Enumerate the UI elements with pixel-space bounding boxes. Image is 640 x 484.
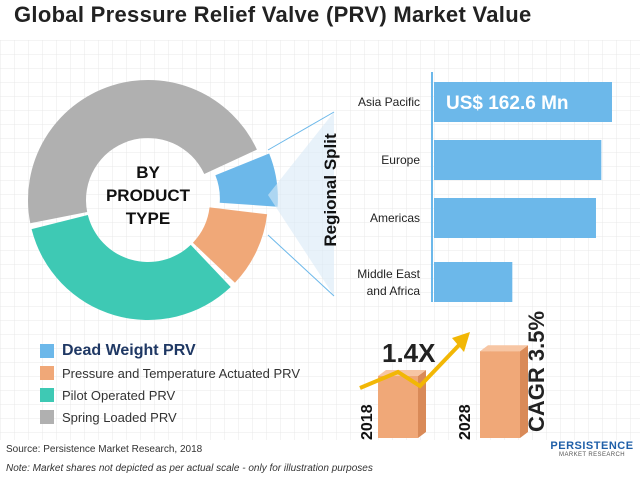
donut-center-line2: PRODUCT: [106, 186, 191, 205]
regional-category-label: Americas: [370, 211, 420, 225]
legend-label: Pressure and Temperature Actuated PRV: [62, 365, 300, 381]
regional-bar: [434, 140, 602, 180]
growth-multiplier: 1.4X: [382, 338, 436, 368]
legend-item: Dead Weight PRV: [40, 340, 300, 362]
regional-data-label: US$ 162.6 Mn: [446, 93, 569, 114]
growth-bar: [480, 351, 520, 438]
regional-category-label: and Africa: [367, 284, 421, 298]
legend-swatch: [40, 344, 54, 358]
legend-label: Pilot Operated PRV: [62, 387, 176, 403]
growth-bar: [378, 376, 418, 438]
donut-slice: [31, 215, 231, 320]
growth-section: [359, 332, 528, 438]
note-text: Note: Market shares not depicted as per …: [6, 463, 373, 474]
legend-item: Pilot Operated PRV: [40, 384, 300, 406]
donut-slice: [215, 153, 278, 207]
growth-year-start: 2018: [359, 404, 376, 440]
connector-line-top: [267, 111, 335, 151]
growth-bar-top: [480, 345, 528, 352]
donut-slice: [192, 207, 268, 283]
legend-swatch: [40, 410, 54, 424]
regional-bars: Asia Pacific US$ 162.6 Mn Europe Americas Mi…: [357, 82, 612, 302]
growth-bar-side: [520, 345, 528, 438]
arrow-head-icon: [452, 332, 470, 352]
legend: Dead Weight PRV Pressure and Temperature…: [40, 340, 300, 428]
growth-year-end: 2028: [457, 404, 474, 440]
logo-line1: PERSISTENCE: [550, 440, 634, 452]
donut-center-line1: BY: [136, 163, 160, 182]
legend-swatch: [40, 388, 54, 402]
regional-category-label: Asia Pacific: [358, 95, 420, 109]
regional-category-label: Middle East: [357, 267, 420, 281]
connector-wedge: [268, 112, 334, 296]
regional-bar: [434, 82, 612, 122]
chart-title: Global Pressure Relief Valve (PRV) Marke…: [14, 2, 532, 27]
regional-split-label: Regional Split: [321, 133, 340, 247]
regional-bar: [434, 262, 513, 302]
company-logo: PERSISTENCE MARKET RESEARCH: [546, 440, 638, 458]
regional-category-label: Europe: [381, 153, 420, 167]
growth-cagr: CAGR 3.5%: [524, 311, 549, 432]
source-text: Source: Persistence Market Research, 201…: [6, 444, 203, 455]
growth-trend-arrow: [359, 340, 464, 390]
product-type-donut: [27, 79, 278, 320]
regional-bar: [434, 198, 596, 238]
connector-line-bottom: [267, 234, 335, 297]
legend-label: Spring Loaded PRV: [62, 409, 177, 425]
legend-item: Spring Loaded PRV: [40, 406, 300, 428]
legend-label: Dead Weight PRV: [62, 342, 196, 359]
legend-item: Pressure and Temperature Actuated PRV: [40, 362, 300, 384]
legend-swatch: [40, 366, 54, 380]
donut-center-line3: TYPE: [126, 209, 170, 228]
donut-slice: [27, 79, 257, 224]
logo-line2: MARKET RESEARCH: [559, 452, 625, 458]
